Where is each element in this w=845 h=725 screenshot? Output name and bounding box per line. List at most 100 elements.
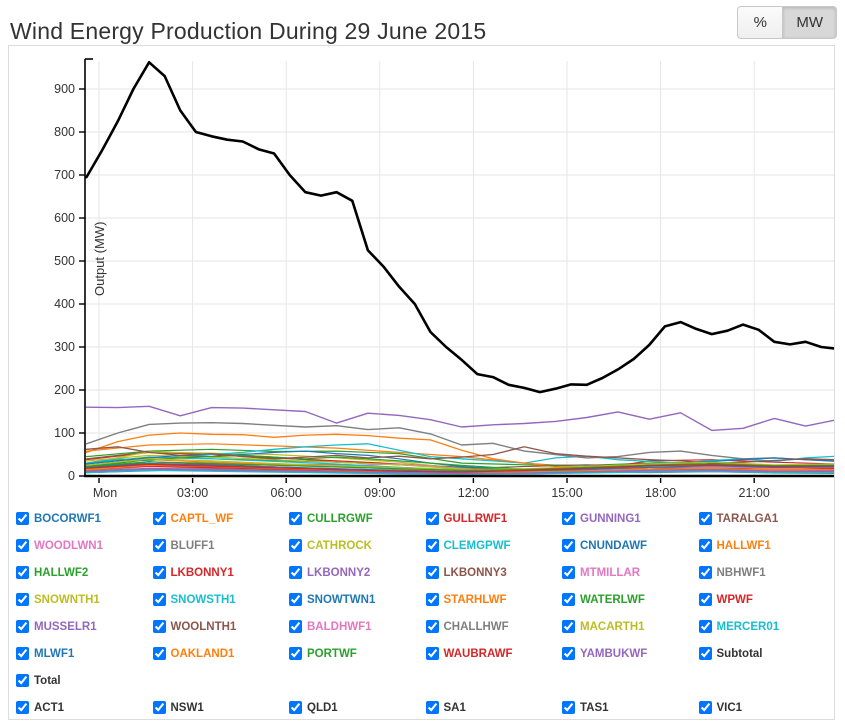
legend-item-snowsth1[interactable]: SNOWSTH1 [150,593,287,606]
series-nbhwf1[interactable] [85,422,838,462]
legend-checkbox-hallwf2[interactable] [16,566,29,579]
legend-checkbox-oakland1[interactable] [152,647,166,660]
legend-checkbox-subtotal[interactable] [698,647,712,660]
series-mercer01[interactable] [85,469,838,475]
series-yambukwf[interactable] [85,468,838,474]
legend-checkbox-macarth1[interactable] [562,620,575,633]
legend-item-woolnth1[interactable]: WOOLNTH1 [150,620,287,633]
series-clemgpwf[interactable] [85,443,838,464]
legend-item-lkbonny3[interactable]: LKBONNY3 [423,566,560,579]
legend-item-cnundawf[interactable]: CNUNDAWF [559,539,696,552]
legend-checkbox-snownth1[interactable] [16,593,29,606]
legend-item-bluff1[interactable]: BLUFF1 [150,539,287,552]
legend-item-qld1[interactable]: QLD1 [286,701,423,714]
legend-checkbox-bluff1[interactable] [152,539,166,552]
legend-checkbox-lkbonny1[interactable] [152,566,166,579]
legend-checkbox-sa1[interactable] [425,701,439,714]
legend-item-clemgpwf[interactable]: CLEMGPWF [423,539,560,552]
legend-checkbox-musselr1[interactable] [16,620,29,633]
legend-item-captl_wf[interactable]: CAPTL_WF [150,512,287,525]
legend-checkbox-starhlwf[interactable] [425,593,439,606]
y-tick-label: 0 [68,469,75,483]
series-portwf[interactable] [85,461,838,471]
legend-item-total[interactable]: Total [13,674,150,687]
legend-item-bocorwf1[interactable]: BOCORWF1 [13,512,150,525]
legend-checkbox-gullrwf1[interactable] [425,512,439,525]
legend-checkbox-waterlwf[interactable] [562,593,575,606]
legend-row-1: BOCORWF1 CAPTL_WF CULLRGWF GULLRWF1 GUNNING1… [13,505,832,532]
legend-checkbox-challhwf[interactable] [425,620,439,633]
legend-item-taralga1[interactable]: TARALGA1 [696,512,833,525]
legend-item-snowtwn1[interactable]: SNOWTWN1 [286,593,423,606]
legend-checkbox-qld1[interactable] [289,701,302,714]
legend-item-act1[interactable]: ACT1 [13,701,150,714]
series-lkbonny2[interactable] [85,405,838,432]
legend-item-waubrawf[interactable]: WAUBRAWF [423,647,560,660]
legend-item-snownth1[interactable]: SNOWNTH1 [13,593,150,606]
legend-item-lkbonny1[interactable]: LKBONNY1 [150,566,287,579]
legend-item-wpwf[interactable]: WPWF [696,593,833,606]
legend-item-subtotal[interactable]: Subtotal [696,647,833,660]
legend-checkbox-wpwf[interactable] [698,593,712,606]
legend-checkbox-waubrawf[interactable] [425,647,439,660]
legend-item-portwf[interactable]: PORTWF [286,647,423,660]
legend-item-lkbonny2[interactable]: LKBONNY2 [286,566,423,579]
legend-item-tas1[interactable]: TAS1 [559,701,696,714]
legend-item-challhwf[interactable]: CHALLHWF [423,620,560,633]
legend-checkbox-baldhwf1[interactable] [289,620,302,633]
legend-checkbox-lkbonny2[interactable] [289,566,302,579]
series-woolnth1[interactable] [85,446,838,464]
legend-checkbox-taralga1[interactable] [698,512,712,525]
series-macarth1[interactable] [85,458,838,471]
legend-checkbox-cathrock[interactable] [289,539,302,552]
legend-item-mercer01[interactable]: MERCER01 [696,620,833,633]
legend-item-macarth1[interactable]: MACARTH1 [559,620,696,633]
legend-item-musselr1[interactable]: MUSSELR1 [13,620,150,633]
legend-item-cullrgwf[interactable]: CULLRGWF [286,512,423,525]
legend-checkbox-mtmillar[interactable] [562,566,575,579]
legend-item-vic1[interactable]: VIC1 [696,701,833,714]
legend-checkbox-yambukwf[interactable] [562,647,575,660]
legend-item-mtmillar[interactable]: MTMILLAR [559,566,696,579]
legend-checkbox-cullrgwf[interactable] [289,512,302,525]
legend-item-woodlwn1[interactable]: WOODLWN1 [13,539,150,552]
legend-item-waterlwf[interactable]: WATERLWF [559,593,696,606]
legend-item-baldhwf1[interactable]: BALDHWF1 [286,620,423,633]
legend-item-gunning1[interactable]: GUNNING1 [559,512,696,525]
percent-button[interactable]: % [737,6,784,39]
legend-checkbox-portwf[interactable] [289,647,302,660]
legend-checkbox-total[interactable] [16,674,29,687]
legend-checkbox-captl_wf[interactable] [152,512,166,525]
legend-checkbox-cnundawf[interactable] [562,539,575,552]
legend-checkbox-snowsth1[interactable] [152,593,166,606]
legend-checkbox-lkbonny3[interactable] [425,566,439,579]
legend-item-mlwf1[interactable]: MLWF1 [13,647,150,660]
legend-item-sa1[interactable]: SA1 [423,701,560,714]
legend-checkbox-woodlwn1[interactable] [16,539,29,552]
legend-checkbox-nsw1[interactable] [152,701,166,714]
legend-checkbox-vic1[interactable] [698,701,712,714]
legend-checkbox-bocorwf1[interactable] [16,512,29,525]
legend-checkbox-hallwf1[interactable] [698,539,712,552]
legend-checkbox-clemgpwf[interactable] [425,539,439,552]
legend-checkbox-act1[interactable] [16,701,29,714]
legend-item-hallwf1[interactable]: HALLWF1 [696,539,833,552]
legend-item-nsw1[interactable]: NSW1 [150,701,287,714]
legend-item-gullrwf1[interactable]: GULLRWF1 [423,512,560,525]
legend-checkbox-gunning1[interactable] [562,512,575,525]
legend-checkbox-nbhwf1[interactable] [698,566,712,579]
legend-item-hallwf2[interactable]: HALLWF2 [13,566,150,579]
legend-checkbox-woolnth1[interactable] [152,620,166,633]
legend-checkbox-snowtwn1[interactable] [289,593,302,606]
legend-item-nbhwf1[interactable]: NBHWF1 [696,566,833,579]
legend-item-yambukwf[interactable]: YAMBUKWF [559,647,696,660]
mw-button[interactable]: MW [783,6,837,39]
legend-item-cathrock[interactable]: CATHROCK [286,539,423,552]
legend-checkbox-mercer01[interactable] [698,620,712,633]
series-waubrawf[interactable] [85,463,838,473]
legend-item-oakland1[interactable]: OAKLAND1 [150,647,287,660]
legend-checkbox-tas1[interactable] [562,701,575,714]
series-total[interactable] [85,60,839,394]
legend-item-starhlwf[interactable]: STARHLWF [423,593,560,606]
legend-checkbox-mlwf1[interactable] [16,647,29,660]
